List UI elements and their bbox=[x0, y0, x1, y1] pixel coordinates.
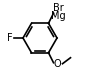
Text: F: F bbox=[7, 33, 13, 43]
Text: Br: Br bbox=[53, 3, 64, 13]
Text: O: O bbox=[54, 59, 61, 69]
Text: Mg: Mg bbox=[51, 11, 66, 21]
